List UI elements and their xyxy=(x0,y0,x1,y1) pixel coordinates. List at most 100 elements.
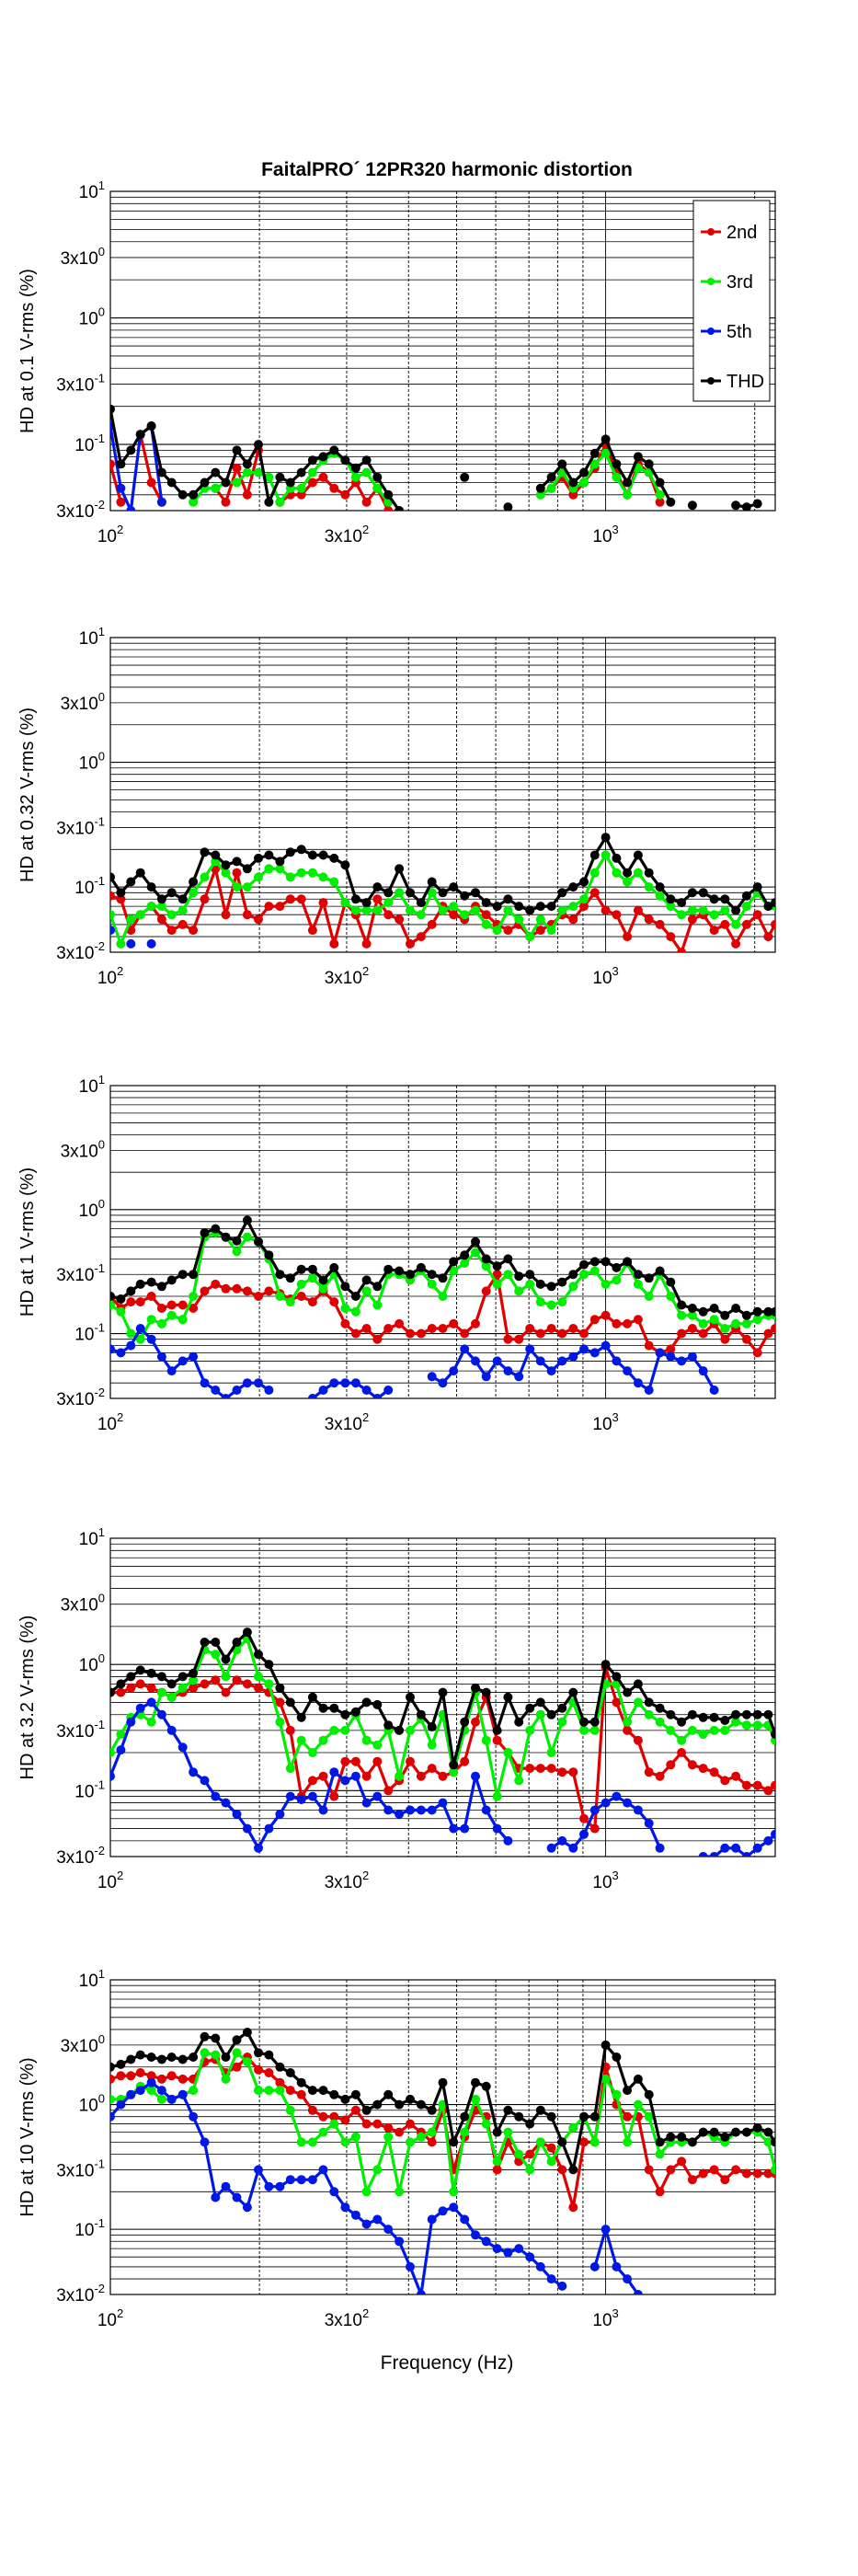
data-point-2nd xyxy=(275,2077,285,2087)
data-point-thd xyxy=(200,847,210,857)
data-point-2nd xyxy=(285,894,295,904)
data-point-thd xyxy=(471,2077,480,2087)
data-point-5th xyxy=(242,2202,252,2213)
data-point-thd xyxy=(763,2127,773,2137)
data-point-5th xyxy=(166,2094,177,2104)
data-point-3rd xyxy=(589,459,600,469)
legend-marker-thd xyxy=(707,377,715,385)
data-point-2nd xyxy=(633,905,643,915)
data-point-5th xyxy=(156,2086,166,2096)
data-point-3rd xyxy=(623,489,633,500)
data-point-2nd xyxy=(601,1310,611,1320)
y-tick-label: 101 xyxy=(79,1073,105,1097)
chart-panel-2: 3x10-2 10-1 3x10-1 100 3x100 101 102 3x102 103 HD… xyxy=(17,625,776,988)
data-point-3rd xyxy=(503,1270,513,1280)
data-point-3rd xyxy=(285,1297,295,1307)
data-point-3rd xyxy=(135,1334,145,1344)
data-point-thd xyxy=(503,894,513,904)
data-point-5th xyxy=(350,1378,360,1388)
data-point-3rd xyxy=(546,1748,556,1757)
y-tick-label: 3x10-2 xyxy=(56,498,105,522)
data-point-2nd xyxy=(503,926,513,936)
data-point-2nd xyxy=(350,1756,360,1766)
data-point-thd xyxy=(189,877,199,887)
data-point-thd xyxy=(492,2127,502,2137)
data-point-3rd xyxy=(525,932,535,942)
data-point-2nd xyxy=(655,919,665,929)
data-point-2nd xyxy=(110,2074,115,2084)
data-point-thd xyxy=(655,477,665,488)
data-point-2nd xyxy=(177,2074,188,2084)
data-point-thd xyxy=(752,882,762,892)
data-point-thd xyxy=(156,894,166,904)
data-point-3rd xyxy=(503,905,513,915)
data-point-5th xyxy=(460,1823,470,1834)
data-point-2nd xyxy=(307,926,317,936)
data-point-2nd xyxy=(416,1771,426,1781)
data-point-5th xyxy=(211,2192,221,2202)
data-point-thd xyxy=(232,857,242,867)
data-point-thd xyxy=(449,882,459,892)
data-point-3rd xyxy=(189,1292,199,1301)
data-point-3rd xyxy=(709,910,719,920)
data-point-thd xyxy=(307,2086,317,2096)
data-point-thd xyxy=(471,888,480,898)
data-point-2nd xyxy=(200,1286,210,1296)
data-point-thd xyxy=(264,850,274,860)
data-point-2nd xyxy=(406,1328,415,1339)
data-point-thd xyxy=(211,467,221,477)
data-point-5th xyxy=(296,1795,306,1804)
data-point-3rd xyxy=(546,1300,556,1310)
y-axis-label: HD at 0.32 V-rms (%) xyxy=(17,707,38,882)
data-point-5th xyxy=(232,1809,242,1819)
data-point-thd xyxy=(427,1270,437,1280)
data-point-2nd xyxy=(557,2165,567,2175)
data-point-5th xyxy=(525,1344,535,1354)
data-point-2nd xyxy=(503,1334,513,1344)
data-point-thd xyxy=(677,2132,687,2142)
data-point-thd xyxy=(177,2054,188,2064)
data-point-3rd xyxy=(438,1292,448,1301)
data-point-thd xyxy=(623,477,633,488)
data-point-thd xyxy=(221,2053,231,2062)
data-point-5th xyxy=(460,1344,470,1354)
data-point-thd xyxy=(427,1722,437,1731)
data-point-2nd xyxy=(264,2068,274,2077)
data-point-3rd xyxy=(655,891,665,901)
data-point-2nd xyxy=(568,1324,578,1333)
data-point-3rd xyxy=(557,1717,567,1727)
data-point-thd xyxy=(666,894,676,904)
data-point-thd xyxy=(666,497,676,507)
data-point-2nd xyxy=(416,932,426,942)
data-point-3rd xyxy=(741,902,751,912)
data-point-2nd xyxy=(285,2086,295,2096)
data-point-2nd xyxy=(395,2127,405,2137)
data-point-3rd xyxy=(361,1286,372,1296)
data-point-2nd xyxy=(156,914,166,925)
data-point-5th xyxy=(623,2274,633,2284)
data-point-thd xyxy=(568,1270,578,1280)
data-point-thd xyxy=(741,1310,751,1320)
data-point-5th xyxy=(329,1378,339,1388)
data-point-5th xyxy=(438,1378,448,1388)
data-point-2nd xyxy=(612,1697,622,1708)
data-point-thd xyxy=(633,1679,643,1689)
data-point-2nd xyxy=(361,2119,372,2129)
y-tick-label: 3x100 xyxy=(61,245,105,269)
data-point-3rd xyxy=(471,1248,480,1258)
data-point-2nd xyxy=(741,919,751,929)
data-point-thd xyxy=(361,2105,372,2115)
data-point-3rd xyxy=(731,919,741,929)
legend-label-3rd: 3rd xyxy=(726,272,753,293)
data-point-5th xyxy=(200,1776,210,1786)
data-point-2nd xyxy=(771,919,775,929)
data-point-thd xyxy=(296,2077,306,2087)
data-point-thd xyxy=(589,1717,600,1727)
data-point-5th xyxy=(126,1717,136,1727)
data-point-thd xyxy=(126,1286,136,1296)
x-tick-label: 103 xyxy=(592,964,618,988)
data-point-2nd xyxy=(285,1725,295,1735)
data-point-thd xyxy=(623,1687,633,1697)
data-point-thd xyxy=(221,1654,231,1664)
data-point-2nd xyxy=(200,894,210,904)
